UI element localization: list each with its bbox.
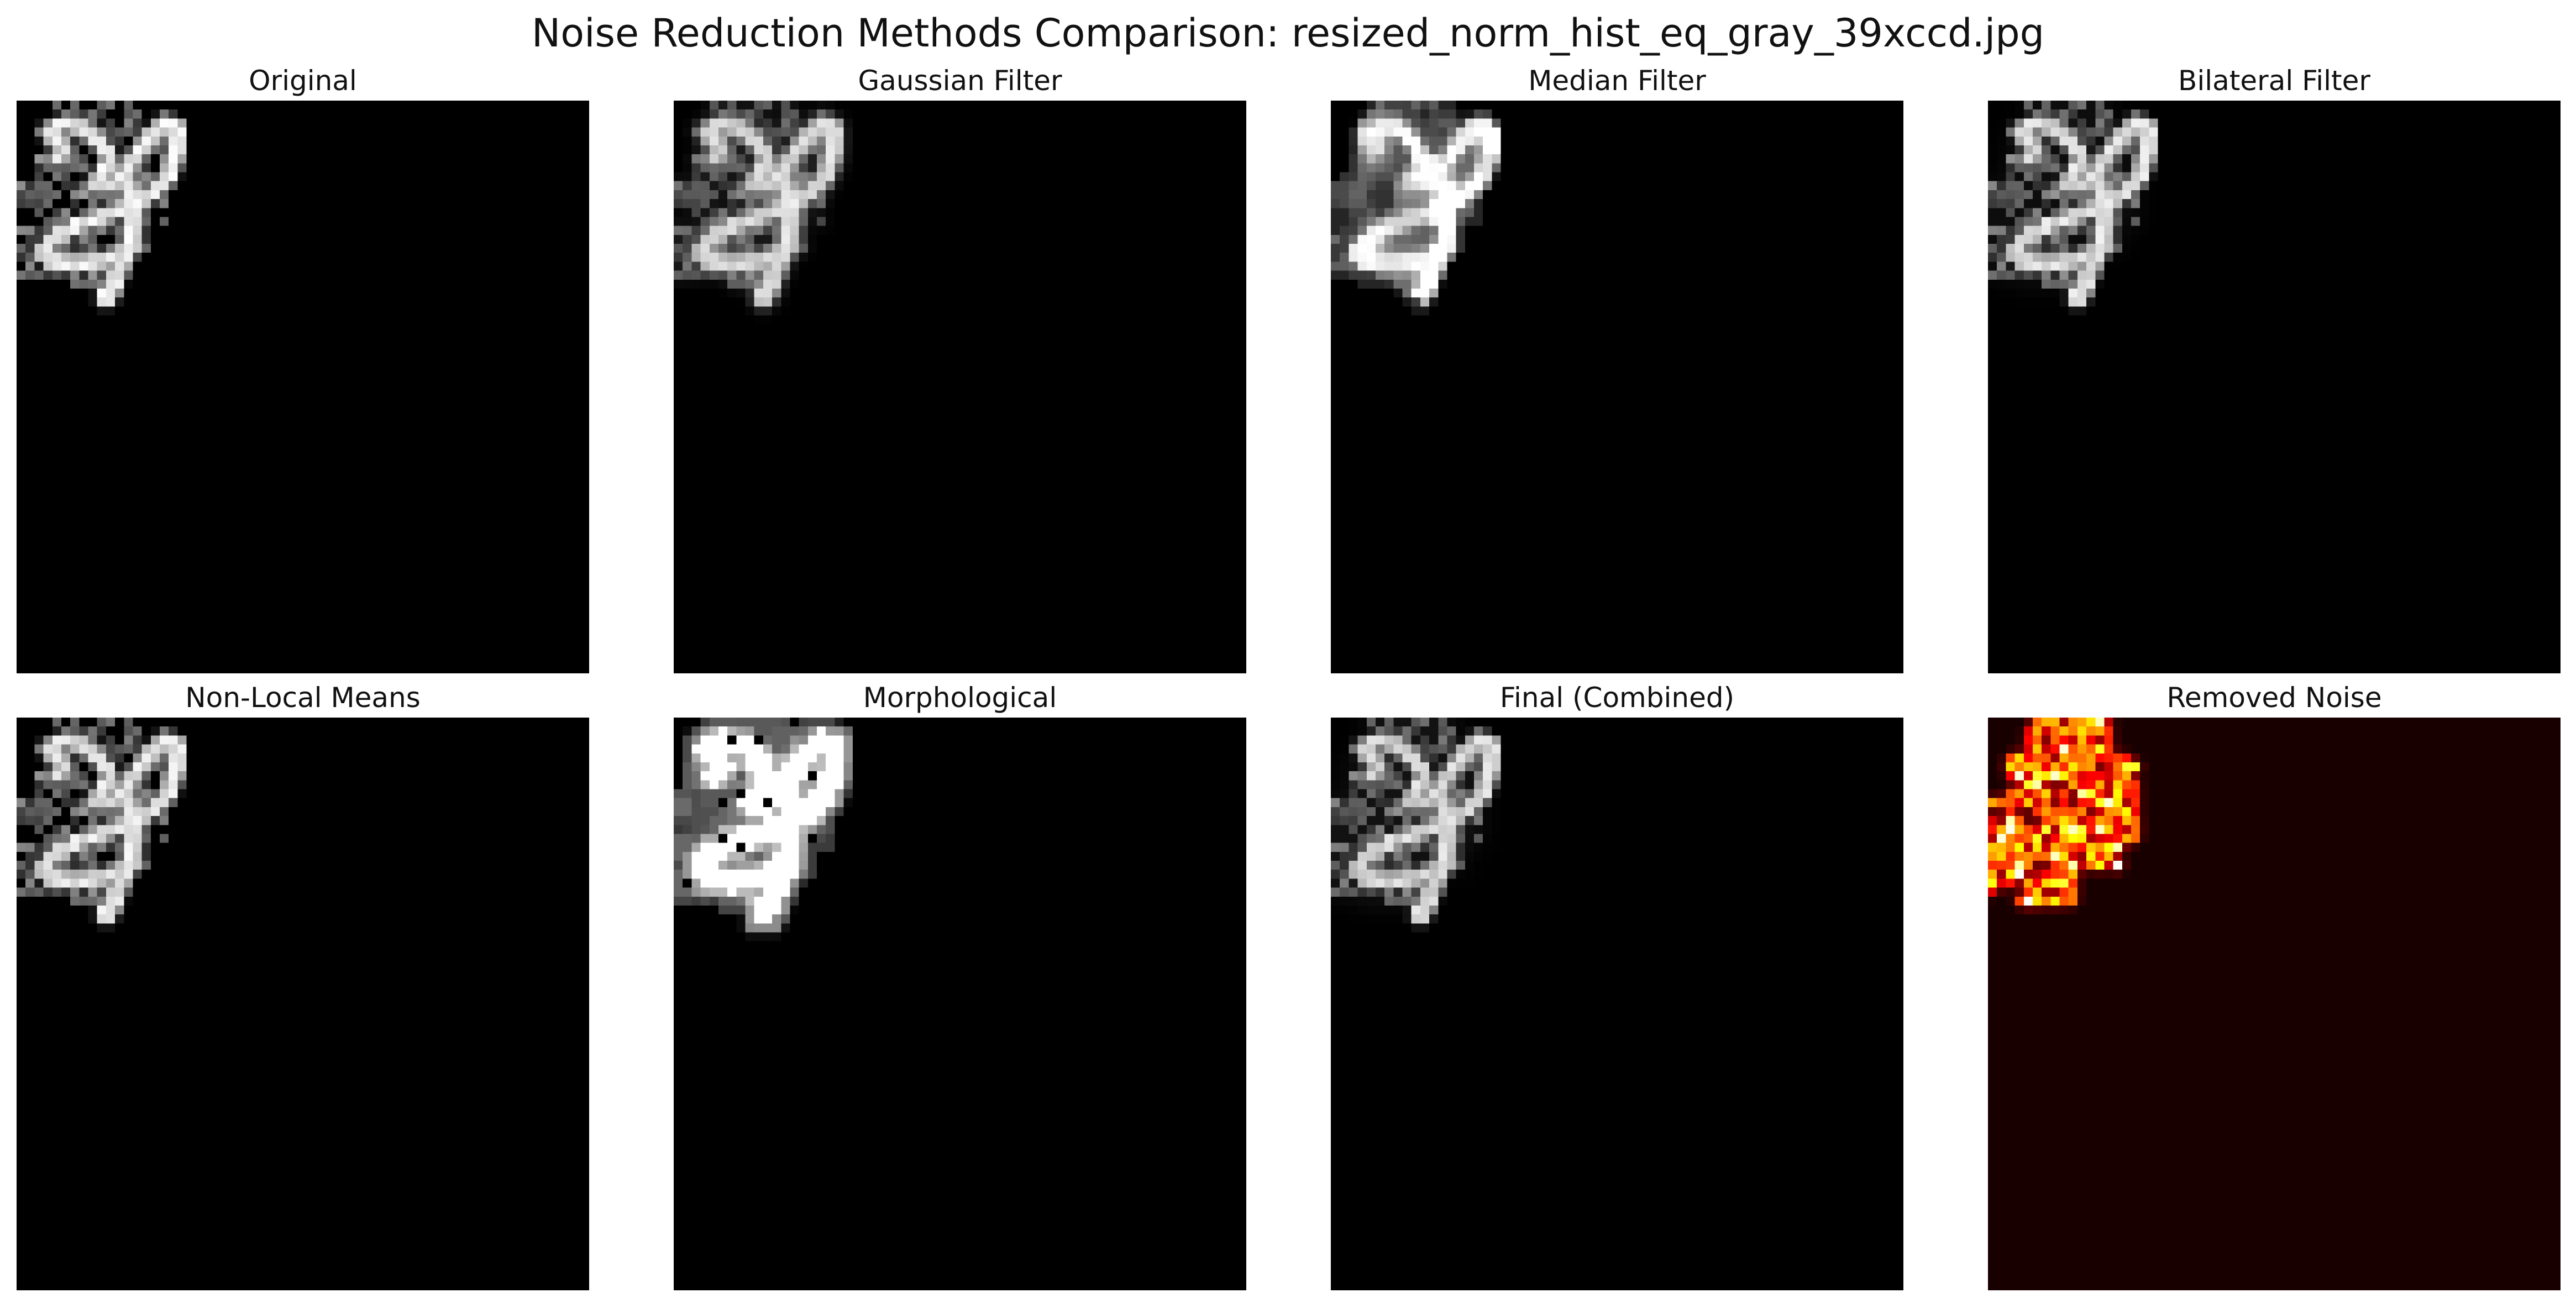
panel-title-final: Final (Combined) xyxy=(1499,682,1735,714)
image-removed-noise xyxy=(1988,718,2561,1290)
panel-morphological: Morphological xyxy=(674,679,1246,1290)
panel-title-median: Median Filter xyxy=(1528,65,1706,97)
panel-title-gaussian: Gaussian Filter xyxy=(858,65,1062,97)
image-bilateral-filter xyxy=(1988,101,2561,673)
panel-noise: Removed Noise xyxy=(1988,679,2561,1290)
panel-gaussian: Gaussian Filter xyxy=(674,62,1246,673)
image-non-local-means xyxy=(17,718,589,1290)
panel-median: Median Filter xyxy=(1331,62,1903,673)
panel-title-nlmeans: Non-Local Means xyxy=(185,682,421,714)
image-morphological xyxy=(674,718,1246,1290)
image-final-combined xyxy=(1331,718,1903,1290)
panel-nlmeans: Non-Local Means xyxy=(17,679,589,1290)
panel-final: Final (Combined) xyxy=(1331,679,1903,1290)
image-original xyxy=(17,101,589,673)
panel-title-morphological: Morphological xyxy=(863,682,1057,714)
figure-title: Noise Reduction Methods Comparison: resi… xyxy=(531,11,2045,56)
panel-title-original: Original xyxy=(249,65,357,97)
panel-original: Original xyxy=(17,62,589,673)
panel-title-noise: Removed Noise xyxy=(2166,682,2382,714)
panel-title-bilateral: Bilateral Filter xyxy=(2178,65,2370,97)
image-median-filter xyxy=(1331,101,1903,673)
image-gaussian-filter xyxy=(674,101,1246,673)
panel-bilateral: Bilateral Filter xyxy=(1988,62,2561,673)
